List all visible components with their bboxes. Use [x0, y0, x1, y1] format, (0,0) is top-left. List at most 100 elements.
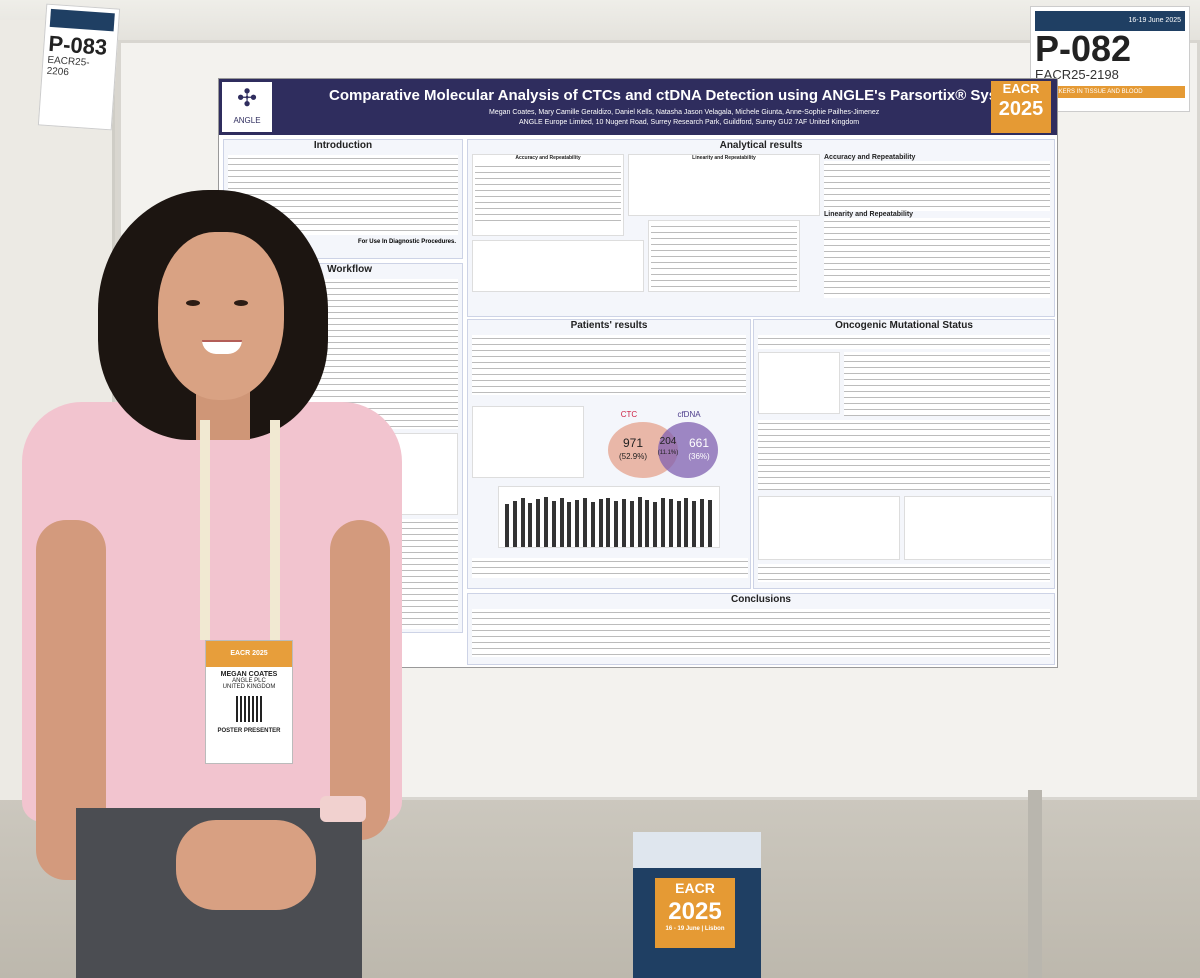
- complementary-bar: [520, 498, 525, 547]
- cube-year: 2025: [668, 898, 722, 925]
- conclusions-section: Conclusions: [467, 593, 1055, 665]
- complementary-bar: [637, 497, 642, 547]
- smartwatch: [320, 796, 366, 822]
- venn-ctc-label: CTC: [620, 410, 638, 419]
- person-face: [158, 232, 284, 400]
- complementary-bar: [544, 497, 548, 547]
- venn-shared: 204: [659, 436, 677, 447]
- poster-header: ✣ ANGLE Comparative Molecular Analysis o…: [219, 79, 1057, 135]
- venn-shared-pct: (11.1%): [657, 450, 679, 456]
- accuracy-text: [824, 161, 1050, 211]
- complementary-bar: [700, 498, 704, 547]
- angle-logo-text: ANGLE: [233, 116, 261, 125]
- complementary-bar: [629, 501, 634, 547]
- badge-role: POSTER PRESENTER: [217, 728, 281, 734]
- tag-header-band: [49, 8, 115, 32]
- badge-org: ANGLE PLC: [232, 678, 266, 684]
- analytical-text-column: Accuracy and Repeatability Linearity and…: [824, 154, 1050, 298]
- complementary-bar: [536, 499, 541, 547]
- complementary-bar: [645, 500, 650, 547]
- angle-logo: ✣ ANGLE: [222, 82, 272, 132]
- complementary-bar: [661, 498, 665, 547]
- variant-count-chart: [472, 406, 584, 478]
- linearity-text: [824, 218, 1050, 298]
- complementary-bar: [684, 497, 689, 547]
- complementary-bar: [505, 503, 509, 547]
- cube-logo: EACR 2025 16 - 19 June | Lisbon: [655, 878, 735, 948]
- venn-cfdna-only-pct: (36%): [688, 452, 710, 461]
- badge-event: EACR 2025: [206, 641, 292, 667]
- intro-note: For Use In Diagnostic Procedures.: [357, 239, 456, 245]
- eacr-logo: EACR 2025: [991, 81, 1051, 133]
- variant-table-rows: [651, 223, 797, 289]
- oncogenic-section: Oncogenic Mutational Status: [753, 319, 1055, 589]
- right-tag-number: P-082: [1035, 28, 1132, 69]
- accuracy-subheading: Accuracy and Repeatability: [824, 154, 916, 161]
- oncogenic-case-studies: [758, 420, 1050, 490]
- linearity-chart-title: Linearity and Repeatability: [692, 155, 756, 161]
- complementary-bar: [622, 499, 626, 547]
- poster-title: Comparative Molecular Analysis of CTCs a…: [329, 87, 1024, 104]
- patients-results-section: Patients' results CTC cfDNA 971 (52.9%) …: [467, 319, 751, 589]
- poster-affiliation: ANGLE Europe Limited, 10 Nugent Road, Su…: [519, 119, 860, 126]
- person-left-eye: [186, 300, 200, 306]
- complementary-bar: [567, 501, 572, 547]
- oncogenic-dot-plot: [758, 352, 840, 414]
- introduction-section: Introduction For Use In Diagnostic Proce…: [223, 139, 463, 259]
- linearity-chart: Linearity and Repeatability: [628, 154, 820, 216]
- accuracy-table: Accuracy and Repeatability: [472, 154, 624, 236]
- complementary-bar: [653, 501, 658, 547]
- cube-label: EACR: [675, 880, 715, 896]
- analytical-results-section: Analytical results Accuracy and Repeatab…: [467, 139, 1055, 317]
- complementary-bar: [512, 501, 517, 547]
- linearity-subheading: Linearity and Repeatability: [824, 211, 914, 218]
- variant-table: [648, 220, 800, 292]
- venn-cfdna-circle: [658, 422, 718, 478]
- complementary-bar: [528, 502, 533, 547]
- complementary-bar: [559, 498, 564, 547]
- board-stand: [1028, 790, 1042, 978]
- venn-cfdna-only: 661: [688, 436, 710, 450]
- badge-name: MEGAN COATES: [220, 671, 278, 678]
- case-study-1-chart: [758, 496, 900, 560]
- scatter-charts: [472, 240, 644, 292]
- angle-logo-icon: ✣: [236, 85, 258, 112]
- left-poster-tag: P-083 EACR25-2206: [37, 3, 121, 131]
- accuracy-table-title: Accuracy and Repeatability: [515, 155, 581, 161]
- complementary-bar: [583, 497, 587, 547]
- right-poster-tag: 16-19 June 2025 P-082 EACR25-2198 BIOMAR…: [1030, 6, 1190, 112]
- cube-tile-pattern: [633, 832, 761, 868]
- person-hands: [176, 820, 316, 910]
- complementary-bar: [606, 498, 611, 547]
- person-right-arm: [330, 520, 390, 840]
- complementary-bar-chart: [498, 486, 720, 548]
- eacr-label: EACR: [1002, 81, 1040, 96]
- venn-ctc-only-pct: (52.9%): [618, 452, 647, 461]
- cube-dates: 16 - 19 June | Lisbon: [665, 926, 725, 932]
- lanyard: [200, 420, 280, 640]
- case-study-2-chart: [904, 496, 1052, 560]
- name-badge: EACR 2025 MEGAN COATES ANGLE PLC UNITED …: [205, 640, 293, 764]
- poster-authors: Megan Coates, Mary Camille Geraldizo, Da…: [489, 109, 880, 116]
- patients-text: [472, 335, 746, 395]
- accuracy-table-rows: [475, 163, 621, 223]
- oncogenic-intro: [758, 335, 1050, 349]
- oncogenic-bullets: [844, 352, 1050, 416]
- complementary-bar: [575, 500, 580, 547]
- complementary-bar: [551, 500, 556, 547]
- person-right-eye: [234, 300, 248, 306]
- research-poster: ✣ ANGLE Comparative Molecular Analysis o…: [218, 78, 1058, 668]
- right-tag-header: 16-19 June 2025: [1035, 11, 1185, 31]
- patients-heading: Patients' results: [570, 320, 648, 331]
- venn-ctc-only: 971: [622, 436, 644, 450]
- patients-caption: [472, 558, 748, 578]
- oncogenic-heading: Oncogenic Mutational Status: [835, 320, 973, 331]
- analytical-heading: Analytical results: [719, 140, 803, 151]
- introduction-heading: Introduction: [313, 140, 373, 151]
- badge-country: UNITED KINGDOM: [222, 684, 276, 690]
- complementary-bar: [668, 499, 673, 547]
- workflow-heading: Workflow: [327, 264, 372, 275]
- complementary-bar: [707, 500, 712, 547]
- oncogenic-caption: [758, 564, 1050, 582]
- badge-qr-code: [236, 696, 262, 722]
